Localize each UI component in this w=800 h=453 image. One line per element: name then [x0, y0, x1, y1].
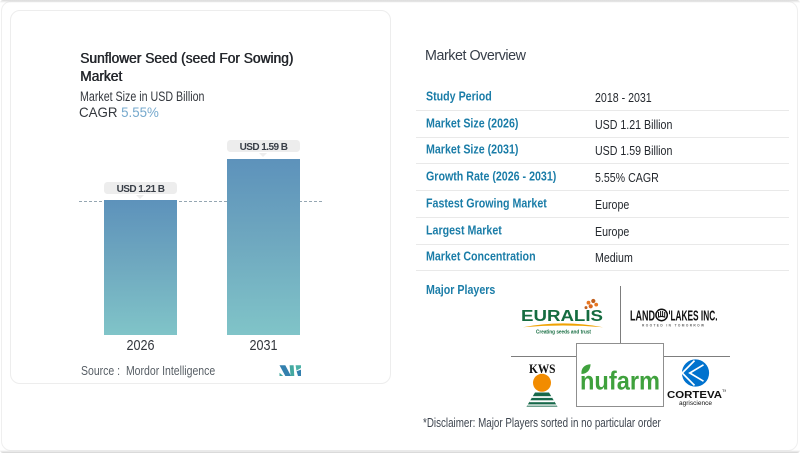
svg-text:CORTEVA: CORTEVA	[667, 389, 722, 401]
svg-text:TM: TM	[722, 388, 726, 393]
svg-text:KWS: KWS	[529, 362, 556, 376]
svg-text:LAND: LAND	[630, 308, 655, 325]
svg-text:nufarm: nufarm	[580, 366, 660, 393]
svg-text:Creating seeds and trust: Creating seeds and trust	[536, 329, 591, 335]
svg-text:agriscience: agriscience	[679, 400, 712, 407]
svg-text:ROOTED IN TOMORROW: ROOTED IN TOMORROW	[642, 323, 705, 327]
svg-text:'LAKES INC.: 'LAKES INC.	[669, 308, 718, 325]
svg-text:EURALIS: EURALIS	[521, 308, 603, 325]
